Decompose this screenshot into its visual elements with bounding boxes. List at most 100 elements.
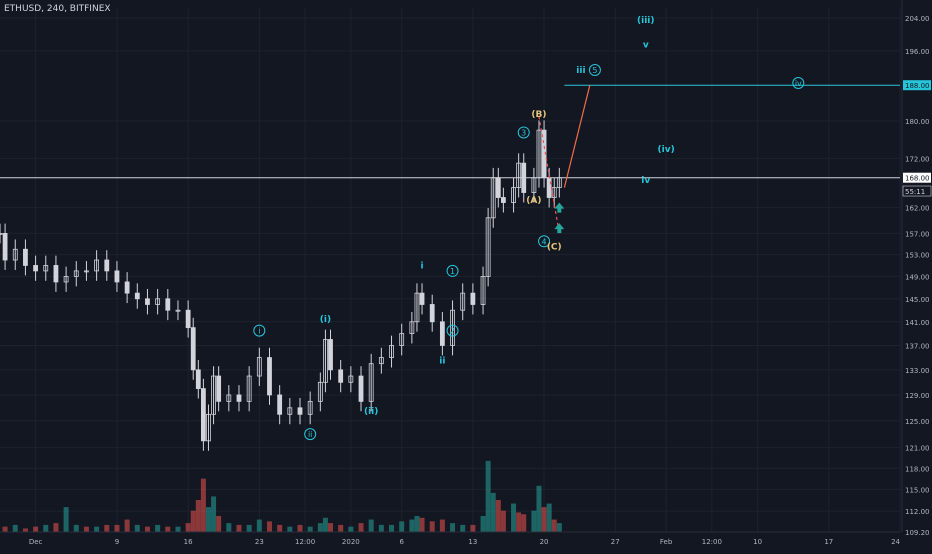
candle-body bbox=[267, 357, 272, 396]
projection-line bbox=[563, 85, 591, 188]
y-tick-label: 112.00 bbox=[905, 508, 930, 516]
price-label: 188.00 bbox=[905, 82, 930, 90]
y-tick-label: 129.00 bbox=[905, 392, 930, 400]
y-tick-label: 196.00 bbox=[905, 48, 930, 56]
candle-body bbox=[84, 270, 89, 273]
candle-body bbox=[43, 265, 49, 272]
candle-body bbox=[450, 309, 455, 346]
volume-bar bbox=[256, 519, 262, 532]
wave-label: 2 bbox=[450, 327, 455, 336]
volume-bar bbox=[22, 528, 28, 532]
volume-bar bbox=[511, 503, 517, 532]
wave-label: ii bbox=[439, 357, 445, 367]
volume-bar bbox=[521, 514, 527, 532]
candle-body bbox=[145, 298, 150, 305]
candle-body bbox=[165, 298, 171, 311]
volume-bar bbox=[536, 485, 542, 532]
candle-body bbox=[409, 321, 415, 334]
price-label-box bbox=[903, 80, 931, 91]
volume-bar bbox=[83, 526, 89, 532]
candle-body bbox=[155, 298, 161, 305]
x-tick-label: 12:00 bbox=[295, 538, 315, 546]
price-label-box bbox=[902, 185, 932, 197]
candle-body bbox=[216, 375, 222, 402]
candle-body bbox=[414, 292, 420, 323]
candle-body bbox=[511, 187, 516, 203]
volume-bar bbox=[94, 526, 100, 532]
y-tick-label: 133.00 bbox=[905, 367, 930, 375]
wave-label: (iv) bbox=[658, 145, 675, 155]
volume-bar bbox=[556, 523, 562, 532]
volume-bar bbox=[73, 524, 79, 532]
candle-body bbox=[63, 276, 69, 283]
volume-bar bbox=[399, 521, 405, 532]
y-tick-label: 153.00 bbox=[905, 252, 930, 260]
volume-bar bbox=[195, 500, 201, 532]
x-tick-label: 2020 bbox=[342, 538, 360, 546]
wave-label: i bbox=[258, 327, 260, 336]
volume-bar bbox=[236, 524, 242, 532]
wave-label: iv bbox=[641, 176, 650, 186]
wave-circle bbox=[588, 64, 601, 77]
candle-body bbox=[546, 177, 552, 198]
wave-label: (iii) bbox=[637, 16, 654, 26]
x-tick-label: 24 bbox=[891, 538, 900, 546]
x-tick-label: 17 bbox=[824, 538, 833, 546]
wave-label: iv bbox=[795, 79, 802, 88]
volume-bar bbox=[551, 519, 557, 532]
candle-body bbox=[460, 292, 466, 311]
up-arrow-icon bbox=[554, 223, 565, 234]
volume-bar bbox=[134, 524, 140, 532]
x-tick-label: 12:00 bbox=[702, 538, 722, 546]
candle-body bbox=[94, 259, 100, 272]
candle-body bbox=[23, 248, 28, 266]
volume-bar bbox=[114, 524, 120, 532]
projection-line bbox=[538, 116, 560, 234]
candle-body bbox=[485, 217, 491, 277]
y-tick-label: 204.00 bbox=[905, 15, 930, 23]
volume-bar bbox=[389, 524, 395, 532]
candle-body bbox=[399, 333, 405, 346]
candle-body bbox=[33, 265, 38, 272]
candle-body bbox=[307, 400, 313, 415]
y-tick-label: 149.00 bbox=[905, 273, 930, 281]
candle-body bbox=[480, 276, 486, 305]
y-tick-label: 109.20 bbox=[905, 529, 930, 537]
volume-bar bbox=[541, 507, 547, 532]
volume-bar bbox=[266, 521, 272, 532]
candle-body bbox=[297, 407, 303, 415]
x-tick-label: 27 bbox=[611, 538, 620, 546]
candle-body bbox=[114, 270, 120, 283]
volume-bar bbox=[124, 519, 130, 532]
wave-circle bbox=[792, 77, 805, 90]
y-tick-label: 180.00 bbox=[905, 118, 930, 126]
y-tick-label: 145.00 bbox=[905, 296, 930, 304]
volume-bar bbox=[516, 512, 522, 532]
wave-label: (ii) bbox=[364, 407, 378, 417]
candle-body bbox=[419, 292, 425, 305]
volume-bar bbox=[33, 526, 39, 532]
candle-body bbox=[338, 369, 344, 383]
wave-label: i bbox=[420, 261, 423, 271]
volume-bar bbox=[485, 460, 491, 532]
candle-body bbox=[358, 375, 364, 402]
candle-body bbox=[236, 394, 242, 402]
volume-bar bbox=[439, 519, 445, 532]
y-tick-label: 172.00 bbox=[905, 155, 930, 163]
volume-bar bbox=[531, 510, 537, 532]
x-tick-label: 20 bbox=[540, 538, 549, 546]
candle-body bbox=[211, 375, 216, 415]
volume-bar bbox=[368, 519, 374, 532]
up-arrow-icon bbox=[554, 202, 565, 213]
volume-bar bbox=[165, 526, 171, 532]
volume-bar bbox=[307, 526, 313, 532]
volume-bar bbox=[490, 492, 496, 532]
wave-label: (C) bbox=[547, 243, 562, 253]
candle-body bbox=[226, 394, 232, 402]
volume-bar bbox=[211, 496, 217, 532]
candle-body bbox=[439, 321, 445, 346]
candle-body bbox=[185, 309, 191, 329]
